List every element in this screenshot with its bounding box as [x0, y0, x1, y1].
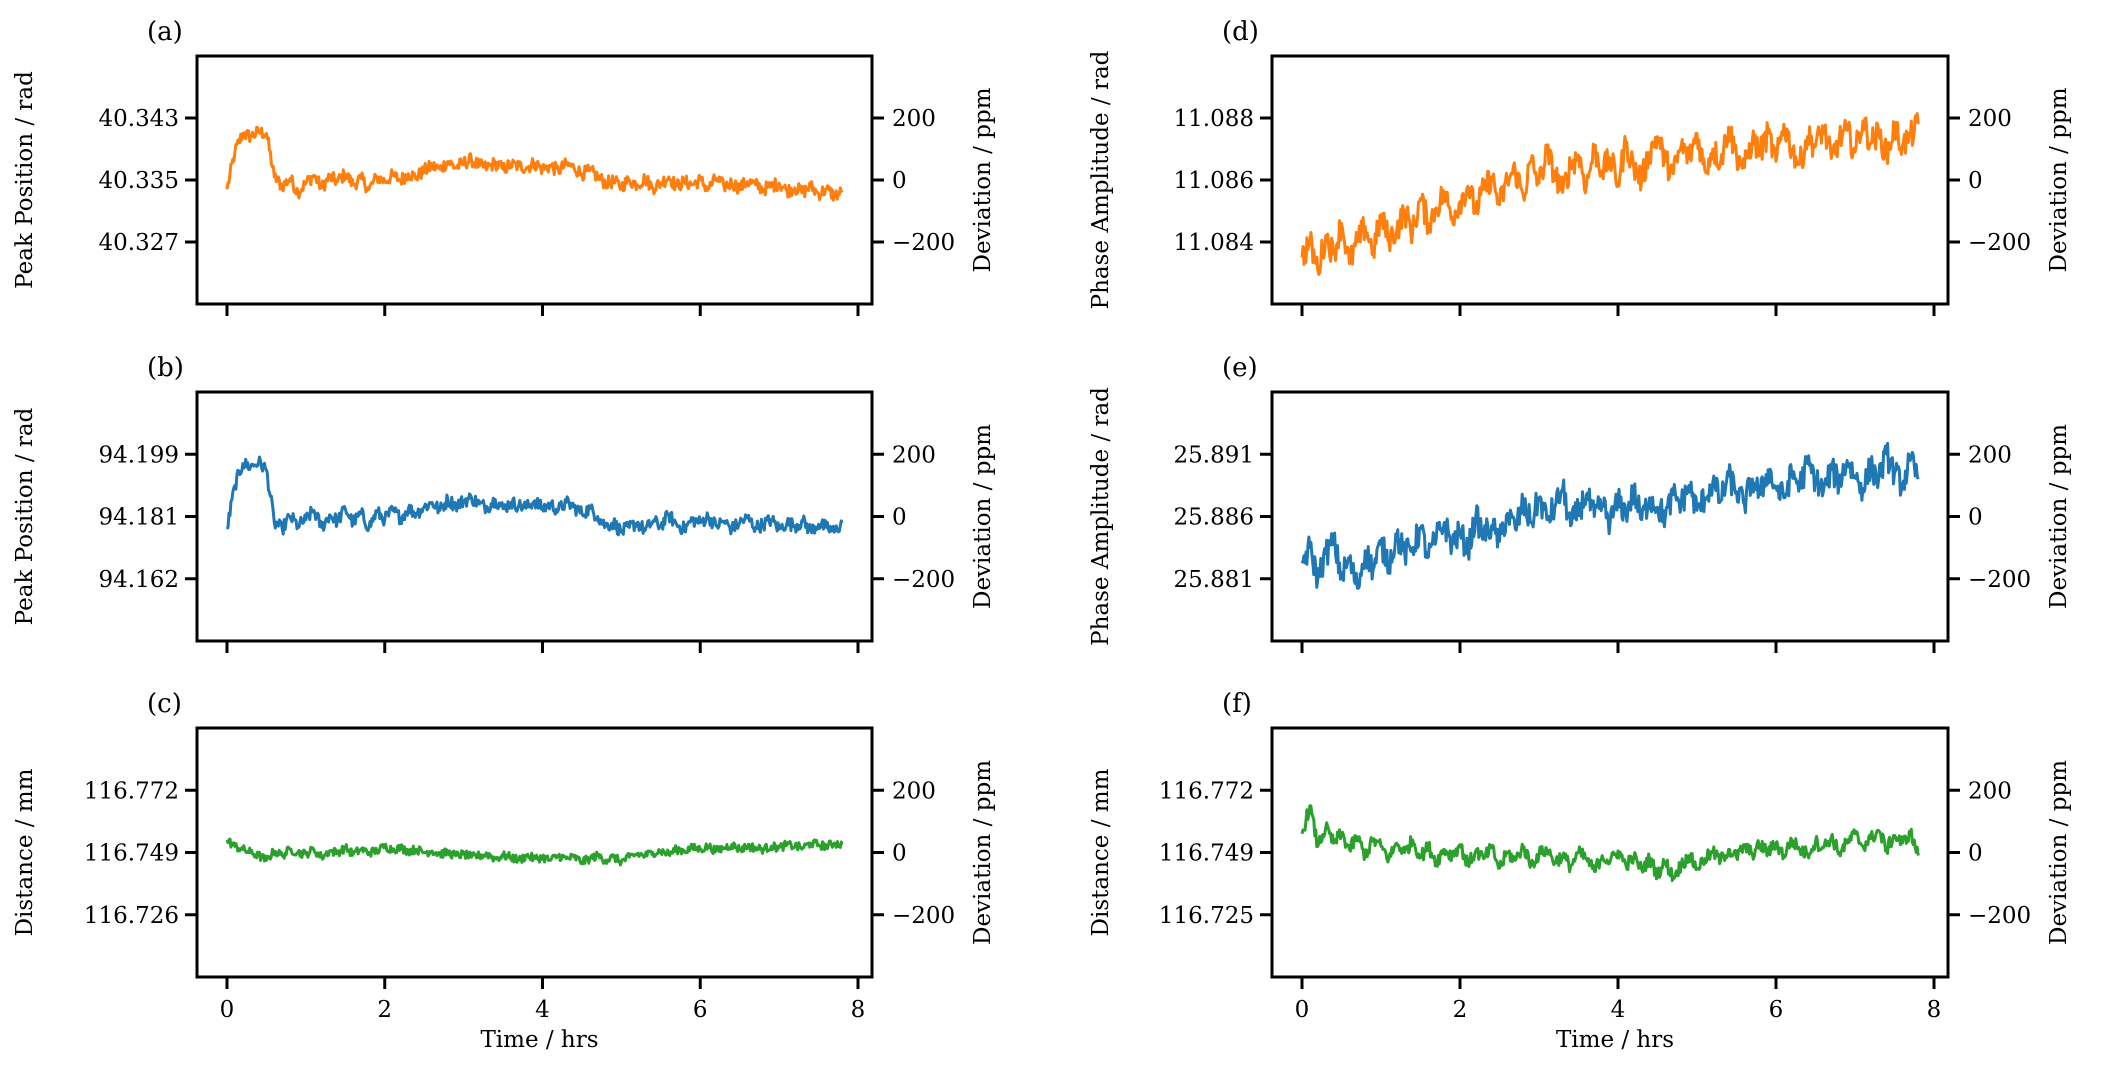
y-tick-label-left: 40.327 [99, 230, 179, 256]
panel-d: 11.088 200 11.086 0 11.084 −200 Phase Amplitud… [1088, 17, 2072, 316]
y-axis-label-right: Deviation / ppm [970, 760, 996, 945]
y-tick-label-left: 25.891 [1174, 442, 1254, 468]
y-tick-label-right: −200 [892, 230, 955, 256]
y-tick-label-right: 200 [892, 442, 936, 468]
axes-frame [1270, 54, 1950, 306]
y-tick-label-right: 0 [1968, 841, 1983, 867]
y-tick-label-right: 0 [892, 841, 907, 867]
x-tick-label: 2 [377, 997, 392, 1023]
y-axis-label-right: Deviation / ppm [2046, 87, 2072, 272]
panel-b: 94.199 200 94.181 0 94.162 −200 Peak Position … [12, 353, 996, 653]
y-axis-label-left: Phase Amplitude / rad [1088, 50, 1114, 309]
y-tick-label-left: 11.086 [1174, 168, 1254, 194]
y-tick-label-right: −200 [892, 567, 955, 593]
y-tick-label-left: 116.749 [1159, 841, 1254, 867]
y-tick-label-right: 0 [892, 505, 907, 531]
x-tick-label: 6 [693, 997, 708, 1023]
y-tick-label-left: 25.881 [1174, 567, 1254, 593]
y-tick-label-left: 40.343 [99, 106, 179, 132]
series-line-b [225, 455, 844, 537]
axes-frame [1270, 726, 1950, 979]
y-tick-label-left: 40.335 [99, 168, 179, 194]
x-axis-label: Time / hrs [480, 1027, 598, 1053]
y-axis-label-left: Peak Position / rad [12, 407, 38, 625]
y-tick-label-right: 200 [1968, 442, 2012, 468]
panel-label: (b) [147, 353, 184, 383]
x-tick-label: 8 [1927, 997, 1942, 1023]
y-tick-label-right: 200 [1968, 778, 2012, 804]
y-tick-label-left: 116.749 [84, 841, 179, 867]
y-tick-label-right: 200 [892, 106, 936, 132]
y-tick-label-left: 11.088 [1174, 106, 1254, 132]
x-tick-label: 0 [220, 997, 235, 1023]
y-axis-label-right: Deviation / ppm [2046, 424, 2072, 609]
y-tick-label-left: 116.726 [84, 903, 179, 929]
y-axis-label-right: Deviation / ppm [2046, 760, 2072, 945]
x-tick-label: 6 [1769, 997, 1784, 1023]
y-tick-label-right: 0 [892, 168, 907, 194]
y-tick-label-right: −200 [1968, 903, 2031, 929]
panel-label: (f) [1222, 689, 1252, 719]
x-tick-label: 4 [1611, 997, 1626, 1023]
y-axis-label-left: Distance / mm [12, 768, 38, 936]
x-tick-label: 2 [1453, 997, 1468, 1023]
axes-frame [195, 54, 874, 306]
panel-label: (d) [1222, 17, 1259, 47]
y-tick-label-right: −200 [892, 903, 955, 929]
panel-f: 0 2 4 6 8 Time / hrs 116.772 200 116.749 0 116.725… [1088, 689, 2072, 1053]
y-axis-label-right: Deviation / ppm [970, 87, 996, 272]
y-tick-label-right: 0 [1968, 505, 1983, 531]
y-tick-label-right: −200 [1968, 230, 2031, 256]
y-tick-label-right: 0 [1968, 168, 1983, 194]
y-tick-label-right: 200 [1968, 106, 2012, 132]
y-tick-label-left: 116.772 [84, 778, 179, 804]
y-axis-label-right: Deviation / ppm [970, 424, 996, 609]
panel-a: 40.343 200 40.335 0 40.327 −200 Peak Position … [12, 17, 996, 316]
y-tick-label-left: 94.181 [99, 505, 179, 531]
panel-c: 0 2 4 6 8 Time / hrs 116.772 200 116.749 0 116.726… [12, 689, 996, 1053]
axes-frame [195, 390, 874, 643]
panel-e: 25.891 200 25.886 0 25.881 −200 Phase Amplitud… [1088, 353, 2072, 653]
x-tick-label: 4 [535, 997, 550, 1023]
x-tick-label: 0 [1295, 997, 1310, 1023]
x-axis-label: Time / hrs [1556, 1027, 1674, 1053]
y-tick-label-left: 25.886 [1174, 505, 1254, 531]
panel-label: (a) [147, 17, 183, 47]
y-tick-label-left: 94.199 [99, 442, 179, 468]
y-tick-label-left: 94.162 [99, 567, 179, 593]
series-line-d [1300, 112, 1920, 276]
panel-label: (c) [147, 689, 182, 719]
y-tick-label-left: 11.084 [1174, 230, 1254, 256]
y-tick-label-right: −200 [1968, 567, 2031, 593]
panel-label: (e) [1222, 353, 1258, 383]
series-line-a [225, 125, 844, 202]
series-line-e [1300, 441, 1920, 590]
y-tick-label-right: 200 [892, 778, 936, 804]
x-tick-label: 8 [851, 997, 866, 1023]
y-axis-label-left: Distance / mm [1088, 768, 1114, 936]
y-tick-label-left: 116.772 [1159, 778, 1254, 804]
series-line-f [1300, 804, 1920, 883]
y-axis-label-left: Phase Amplitude / rad [1088, 387, 1114, 646]
series-line-c [225, 837, 844, 867]
y-axis-label-left: Peak Position / rad [12, 71, 38, 289]
y-tick-label-left: 116.725 [1159, 903, 1254, 929]
